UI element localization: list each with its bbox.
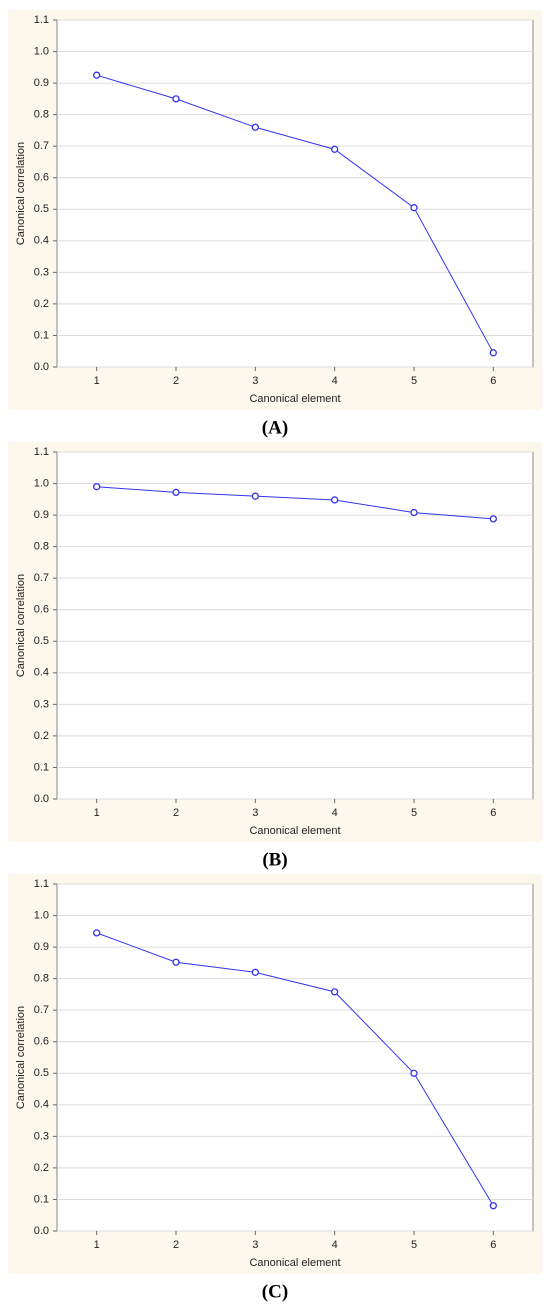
y-tick-label: 0.7 bbox=[34, 1004, 49, 1016]
y-tick-label: 0.5 bbox=[34, 635, 49, 647]
series-line bbox=[96, 932, 494, 1207]
y-tick-label: 1.1 bbox=[34, 878, 49, 890]
y-tick-label: 0.9 bbox=[34, 941, 49, 953]
y-tick-label: 0.0 bbox=[34, 361, 49, 373]
data-point bbox=[331, 145, 339, 153]
x-tick-label: 2 bbox=[173, 1239, 179, 1251]
x-tick-label: 4 bbox=[332, 375, 338, 387]
y-axis-title: Canonical correlation bbox=[15, 574, 27, 677]
x-tick-label: 1 bbox=[94, 807, 100, 819]
y-tick-label: 0.9 bbox=[34, 77, 49, 89]
data-point bbox=[410, 1069, 418, 1077]
y-axis-title: Canonical correlation bbox=[15, 1006, 27, 1109]
chart-panel: 0.0 0.1 0.2 0.3 0.4 0.5 0.6 0.7 0.8 0.9 1.0 1.1 1 2 3 4… bbox=[8, 874, 542, 1302]
x-axis-title: Canonical element bbox=[249, 1257, 340, 1269]
x-tick-label: 3 bbox=[252, 1239, 258, 1251]
data-point bbox=[172, 958, 180, 966]
series-line bbox=[96, 74, 494, 354]
data-point bbox=[93, 483, 101, 491]
y-tick-label: 0.6 bbox=[34, 172, 49, 184]
y-tick-label: 0.1 bbox=[34, 1193, 49, 1205]
y-tick-label: 0.1 bbox=[34, 761, 49, 773]
data-point bbox=[331, 988, 339, 996]
x-tick-label: 4 bbox=[332, 807, 338, 819]
y-tick-label: 0.0 bbox=[34, 1225, 49, 1237]
chart-panel: 0.0 0.1 0.2 0.3 0.4 0.5 0.6 0.7 0.8 0.9 1.0 1.1 1 2 3 4… bbox=[8, 442, 542, 870]
y-tick-label: 0.6 bbox=[34, 1036, 49, 1048]
y-tick-label: 0.7 bbox=[34, 140, 49, 152]
x-tick-label: 5 bbox=[411, 807, 417, 819]
y-tick-label: 0.4 bbox=[34, 1099, 49, 1111]
x-tick-label: 4 bbox=[332, 1239, 338, 1251]
data-point bbox=[251, 492, 259, 500]
y-tick-label: 0.4 bbox=[34, 667, 49, 679]
y-tick-label: 0.7 bbox=[34, 572, 49, 584]
y-tick-label: 1.0 bbox=[34, 45, 49, 57]
x-axis-title: Canonical element bbox=[249, 825, 340, 837]
y-tick-label: 0.5 bbox=[34, 1067, 49, 1079]
y-tick-label: 0.5 bbox=[34, 203, 49, 215]
x-axis-title: Canonical element bbox=[249, 393, 340, 405]
x-tick-label: 3 bbox=[252, 807, 258, 819]
y-tick-label: 1.1 bbox=[34, 446, 49, 458]
data-point bbox=[489, 1202, 497, 1210]
panel-caption: (A) bbox=[262, 417, 288, 438]
data-point bbox=[172, 488, 180, 497]
series-line bbox=[96, 486, 494, 520]
panel-caption: (B) bbox=[262, 849, 287, 870]
y-tick-label: 0.4 bbox=[34, 235, 49, 247]
chart-panel: 0.0 0.1 0.2 0.3 0.4 0.5 0.6 0.7 0.8 0.9 1.0 1.1 1 2 3 4… bbox=[8, 10, 542, 438]
data-point bbox=[172, 95, 180, 103]
y-tick-label: 0.2 bbox=[34, 298, 49, 310]
y-tick-label: 0.2 bbox=[34, 730, 49, 742]
data-point bbox=[251, 968, 259, 976]
y-axis-title: Canonical correlation bbox=[15, 142, 27, 245]
y-tick-label: 1.0 bbox=[34, 909, 49, 921]
plot-area bbox=[56, 451, 534, 800]
x-tick-label: 1 bbox=[94, 1239, 100, 1251]
data-point bbox=[331, 496, 339, 504]
plot-area bbox=[56, 19, 534, 368]
y-tick-label: 0.3 bbox=[34, 698, 49, 710]
data-point bbox=[489, 349, 497, 357]
x-tick-label: 6 bbox=[490, 807, 496, 819]
data-point bbox=[410, 508, 418, 517]
y-tick-label: 0.8 bbox=[34, 109, 49, 121]
y-tick-label: 1.0 bbox=[34, 477, 49, 489]
data-point bbox=[93, 71, 101, 79]
y-tick-label: 1.1 bbox=[34, 14, 49, 26]
x-tick-label: 6 bbox=[490, 375, 496, 387]
y-tick-label: 0.8 bbox=[34, 973, 49, 985]
x-tick-label: 1 bbox=[94, 375, 100, 387]
x-tick-label: 3 bbox=[252, 375, 258, 387]
x-tick-label: 5 bbox=[411, 1239, 417, 1251]
y-tick-label: 0.6 bbox=[34, 604, 49, 616]
y-tick-label: 0.1 bbox=[34, 329, 49, 341]
data-point bbox=[410, 204, 418, 212]
x-tick-label: 2 bbox=[173, 807, 179, 819]
y-tick-label: 0.8 bbox=[34, 541, 49, 553]
panel-caption: (C) bbox=[262, 1281, 288, 1302]
y-tick-label: 0.9 bbox=[34, 509, 49, 521]
y-tick-label: 0.2 bbox=[34, 1162, 49, 1174]
y-tick-label: 0.3 bbox=[34, 266, 49, 278]
x-tick-label: 2 bbox=[173, 375, 179, 387]
x-tick-label: 5 bbox=[411, 375, 417, 387]
y-tick-label: 0.0 bbox=[34, 793, 49, 805]
x-tick-label: 6 bbox=[490, 1239, 496, 1251]
data-point bbox=[93, 929, 101, 937]
plot-area bbox=[56, 883, 534, 1232]
y-tick-label: 0.3 bbox=[34, 1130, 49, 1142]
data-point bbox=[489, 515, 497, 523]
data-point bbox=[251, 123, 259, 131]
